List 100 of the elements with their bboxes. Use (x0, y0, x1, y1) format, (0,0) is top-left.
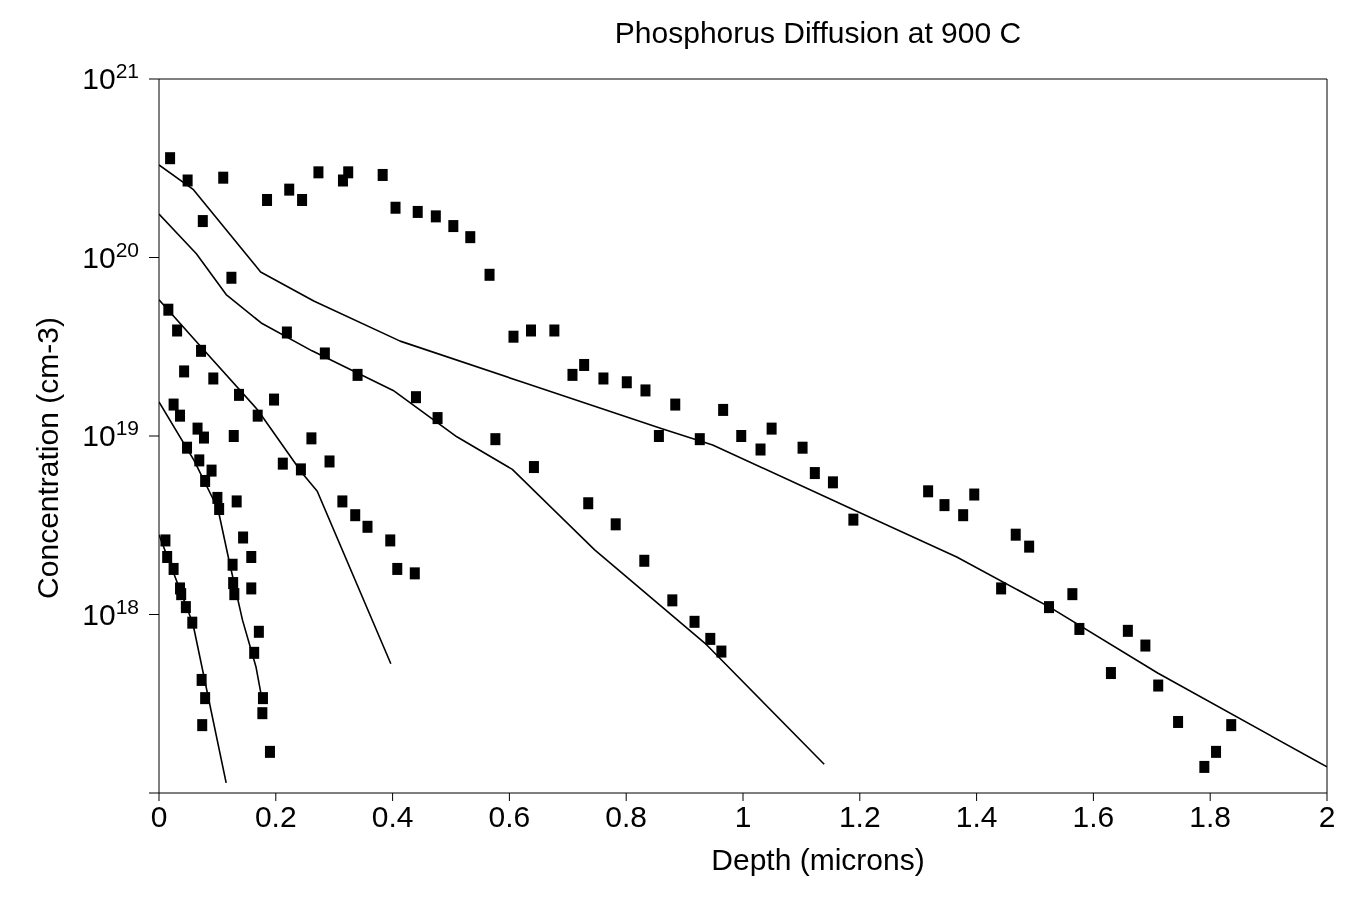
point (228, 577, 239, 590)
point (324, 455, 335, 468)
point (313, 166, 324, 179)
point (996, 582, 1007, 595)
point (262, 193, 273, 206)
point (639, 554, 650, 567)
point (766, 422, 777, 435)
y-tick-label: 10$^{19}$ (82, 415, 139, 452)
point (231, 495, 242, 508)
point (923, 485, 934, 498)
x-tick-label: 2 (1318, 800, 1336, 833)
point (490, 433, 501, 446)
x-tick-label: 0.6 (488, 800, 531, 833)
point (180, 601, 191, 614)
point (610, 518, 621, 531)
point (187, 616, 198, 629)
point (640, 384, 651, 397)
x-tick-label: 0.8 (605, 800, 648, 833)
x-axis-title: Depth (microns) (710, 843, 926, 877)
point (194, 454, 205, 467)
point (797, 441, 808, 454)
point (1067, 588, 1078, 601)
point (176, 588, 187, 601)
point (192, 422, 203, 435)
point (409, 567, 420, 580)
point (694, 433, 705, 446)
point (1105, 667, 1116, 680)
point (653, 430, 664, 442)
point (1024, 540, 1035, 553)
point (670, 398, 681, 411)
point (234, 388, 245, 401)
point (206, 464, 217, 477)
point (412, 205, 423, 218)
y-tick-label: 10$^{20}$ (82, 237, 139, 274)
point (526, 324, 537, 337)
x-tick-label: 0.2 (254, 800, 297, 833)
x-tick-label: 0 (150, 800, 168, 833)
point (249, 646, 260, 659)
point (196, 673, 207, 686)
point (1122, 624, 1133, 637)
point (179, 365, 190, 378)
point (827, 476, 838, 489)
x-tick-label: 1.6 (1072, 800, 1115, 833)
point (212, 491, 223, 504)
point (168, 398, 179, 411)
point (343, 166, 354, 179)
point (1140, 639, 1151, 652)
point (1010, 528, 1021, 541)
point (175, 409, 186, 422)
point (549, 324, 560, 337)
point (621, 376, 632, 389)
point (755, 443, 766, 456)
point (809, 467, 820, 480)
point (1199, 760, 1210, 773)
point (252, 409, 263, 422)
point (1173, 715, 1184, 728)
point (172, 324, 183, 337)
point (385, 534, 396, 547)
point (269, 393, 280, 406)
point (284, 183, 295, 196)
point (848, 513, 859, 526)
point (528, 461, 539, 474)
point (484, 268, 495, 281)
point (200, 692, 211, 705)
point (162, 550, 173, 563)
point (430, 210, 441, 223)
point (228, 430, 239, 442)
point (567, 368, 578, 381)
point (253, 625, 264, 638)
point (448, 220, 459, 233)
point (196, 344, 207, 357)
point (238, 531, 249, 544)
point (246, 550, 257, 563)
point (1074, 622, 1085, 635)
x-tick-label: 0.4 (371, 800, 414, 833)
point (297, 193, 308, 206)
point (165, 152, 176, 165)
x-tick-label: 1.4 (955, 800, 998, 833)
point (352, 368, 363, 381)
point (295, 463, 306, 476)
point (598, 372, 609, 385)
point (246, 582, 257, 595)
point (1211, 745, 1222, 758)
point (160, 534, 171, 547)
point (583, 497, 594, 510)
point (432, 412, 443, 425)
y-axis-title: Concentration (cm-3) (31, 317, 65, 599)
point (197, 719, 208, 732)
point (182, 441, 193, 454)
point (226, 271, 237, 284)
y-tick-label: 10$^{21}$ (82, 58, 139, 95)
point (969, 488, 980, 501)
point (218, 171, 229, 184)
point (306, 432, 317, 445)
point (200, 474, 211, 487)
point (1226, 719, 1237, 732)
point (198, 431, 209, 444)
point (390, 201, 401, 214)
point (197, 215, 208, 228)
point (579, 358, 590, 371)
